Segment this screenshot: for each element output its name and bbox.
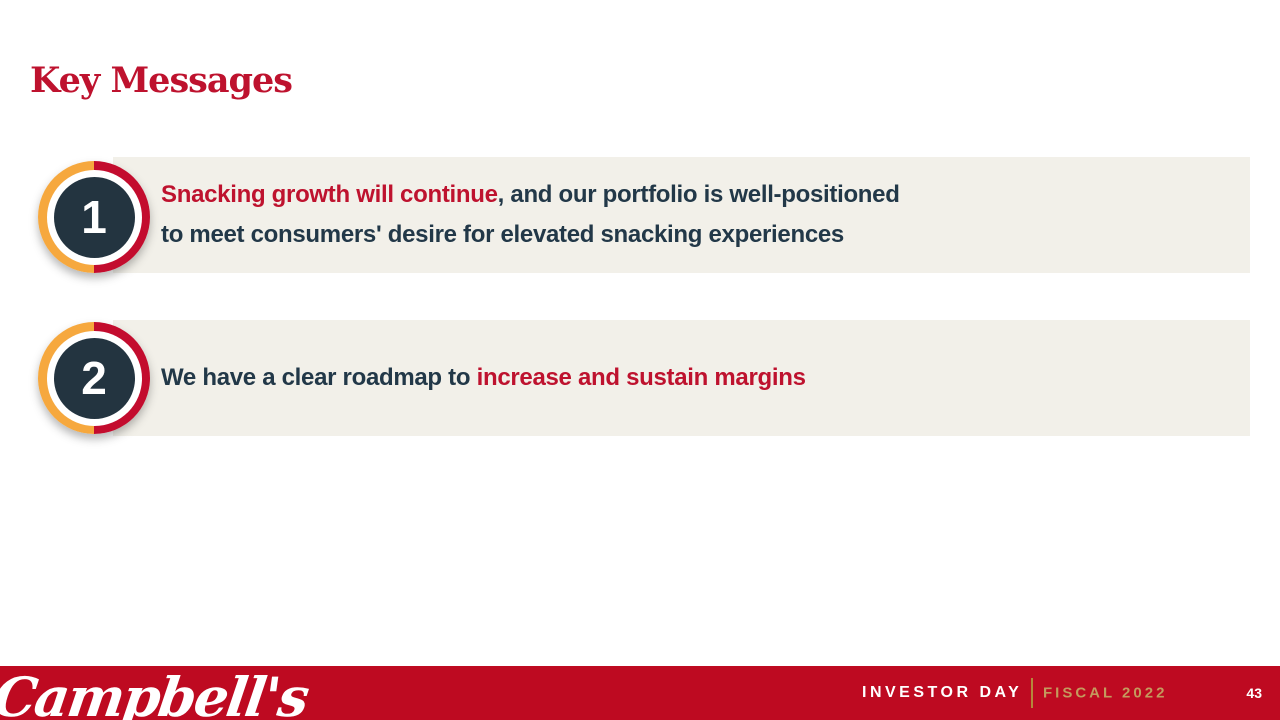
footer-divider [1031, 678, 1033, 708]
message-segment: to meet consumers' desire for elevated s… [161, 221, 844, 248]
campbells-logo: Campbell's [0, 665, 312, 720]
badge-ring-gap: 2 [46, 330, 142, 426]
page-title: Key Messages [30, 60, 293, 101]
number-badge-1: 1 [38, 161, 150, 273]
message-segment-highlight: increase and sustain margins [476, 364, 806, 391]
badge-ring-gap: 1 [46, 169, 142, 265]
page-number: 43 [1246, 685, 1262, 701]
fiscal-year-label: FISCAL 2022 [1043, 684, 1168, 702]
badge-number: 2 [53, 337, 135, 419]
message-line: We have a clear roadmap to increase and … [161, 358, 806, 398]
message-card-1: Snacking growth will continue, and our p… [113, 157, 1250, 273]
investor-day-label: INVESTOR DAY [862, 684, 1023, 701]
message-line: Snacking growth will continue, and our p… [161, 175, 900, 215]
message-segment-highlight: Snacking growth will continue [161, 181, 498, 208]
message-line: to meet consumers' desire for elevated s… [161, 215, 900, 255]
message-text-1: Snacking growth will continue, and our p… [161, 175, 900, 255]
message-segment: We have a clear roadmap to [161, 364, 477, 391]
badge-number: 1 [53, 176, 135, 258]
message-text-2: We have a clear roadmap to increase and … [161, 358, 806, 398]
number-badge-2: 2 [38, 322, 150, 434]
message-segment: , and our portfolio is well-positioned [497, 181, 900, 208]
message-card-2: We have a clear roadmap to increase and … [113, 320, 1250, 436]
footer-bar: Campbell's INVESTOR DAY FISCAL 2022 43 [0, 665, 1280, 720]
